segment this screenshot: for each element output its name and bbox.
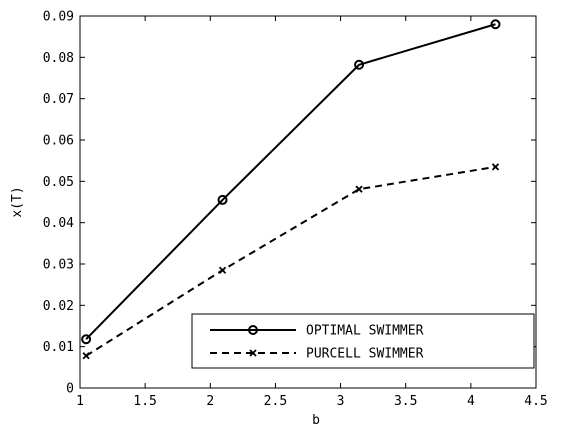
legend-label-optimal-swimmer: OPTIMAL SWIMMER	[306, 324, 424, 339]
series-layer	[81, 19, 501, 360]
y-tick-label: 0.01	[43, 340, 74, 355]
y-tick-label: 0	[66, 382, 74, 397]
series-line-optimal-swimmer	[85, 23, 496, 340]
legend-box	[191, 313, 535, 369]
x-tick-label: 1.5	[133, 394, 156, 409]
y-tick-label: 0.02	[43, 299, 74, 314]
legend-marker-optimal-swimmer	[248, 325, 258, 335]
legend-marker-purcell-swimmer	[249, 349, 257, 357]
data-point-optimal-swimmer	[354, 59, 365, 70]
data-point-optimal-swimmer	[490, 19, 501, 30]
data-point-purcell-swimmer	[82, 352, 90, 360]
y-axis-title: x(T)	[10, 186, 25, 217]
legend: OPTIMAL SWIMMER PURCELL SWIMMER	[191, 313, 535, 369]
x-tick-label: 3	[337, 394, 345, 409]
y-tick-label: 0.05	[43, 175, 74, 190]
axis-frame	[79, 15, 537, 389]
y-tick-label: 0.03	[43, 258, 74, 273]
x-axis-title: b	[312, 413, 320, 424]
axes: 1 1.5 2 2.5 3 3.5 4 4.5 0 0.01 0.02 0.03 0.04 0.05 0.0…	[43, 10, 548, 410]
data-point-purcell-swimmer	[355, 185, 363, 193]
y-tick-label: 0.09	[43, 10, 74, 25]
data-point-purcell-swimmer	[218, 266, 227, 274]
data-point-purcell-swimmer	[491, 163, 500, 171]
x-tick-label: 1	[76, 394, 84, 409]
y-tick-label: 0.07	[43, 92, 74, 107]
x-tick-label: 4	[467, 394, 475, 409]
y-tick-label: 0.08	[43, 51, 74, 66]
legend-label-purcell-swimmer: PURCELL SWIMMER	[306, 347, 424, 362]
x-tick-label: 3.5	[394, 394, 417, 409]
x-tick-label: 2.5	[264, 394, 287, 409]
x-tick-label: 4.5	[524, 394, 547, 409]
x-tick-label: 2	[206, 394, 214, 409]
data-point-optimal-swimmer	[217, 194, 228, 205]
series-line-purcell-swimmer	[85, 165, 496, 357]
data-point-optimal-swimmer	[81, 334, 92, 345]
y-tick-label: 0.06	[43, 134, 74, 149]
y-tick-label: 0.04	[43, 216, 74, 231]
